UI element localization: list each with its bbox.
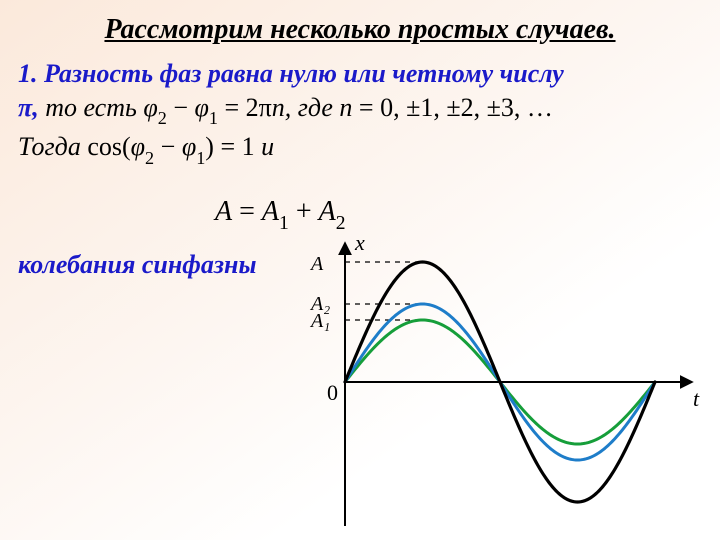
cos-formula: cos(φ2 − φ1) = 1 xyxy=(87,132,254,161)
svg-text:t: t xyxy=(693,386,700,411)
amplitude-sum-formula: A = A1 + A2 xyxy=(215,196,346,233)
phase-diff-formula: φ2 − φ1 = 2πn xyxy=(143,93,284,122)
page-title: Рассмотрим несколько простых случаев. xyxy=(18,14,702,46)
svg-text:A₂: A₂ xyxy=(309,293,330,315)
oscillation-chart: xt0A₁A₂A xyxy=(275,232,705,532)
then-text: Тогда xyxy=(18,132,87,161)
text-line-2: π, то есть φ2 − φ1 = 2πn, где n = 0, ±1,… xyxy=(18,91,702,129)
svg-text:0: 0 xyxy=(327,380,338,405)
case-heading: 1. Разность фаз равна нулю или четному ч… xyxy=(18,60,702,89)
n-values-formula: n = 0, ±1, ±2, ±3, … xyxy=(339,93,552,122)
pi-symbol: π, xyxy=(18,93,39,122)
text-line-3: Тогда cos(φ2 − φ1) = 1 и xyxy=(18,130,702,168)
and-text: и xyxy=(255,132,275,161)
svg-text:x: x xyxy=(354,232,365,255)
svg-text:A: A xyxy=(309,253,324,275)
that-is-text: то есть xyxy=(39,93,144,122)
inphase-label: колебания синфазны xyxy=(18,250,257,280)
where-text: , где xyxy=(285,93,340,122)
